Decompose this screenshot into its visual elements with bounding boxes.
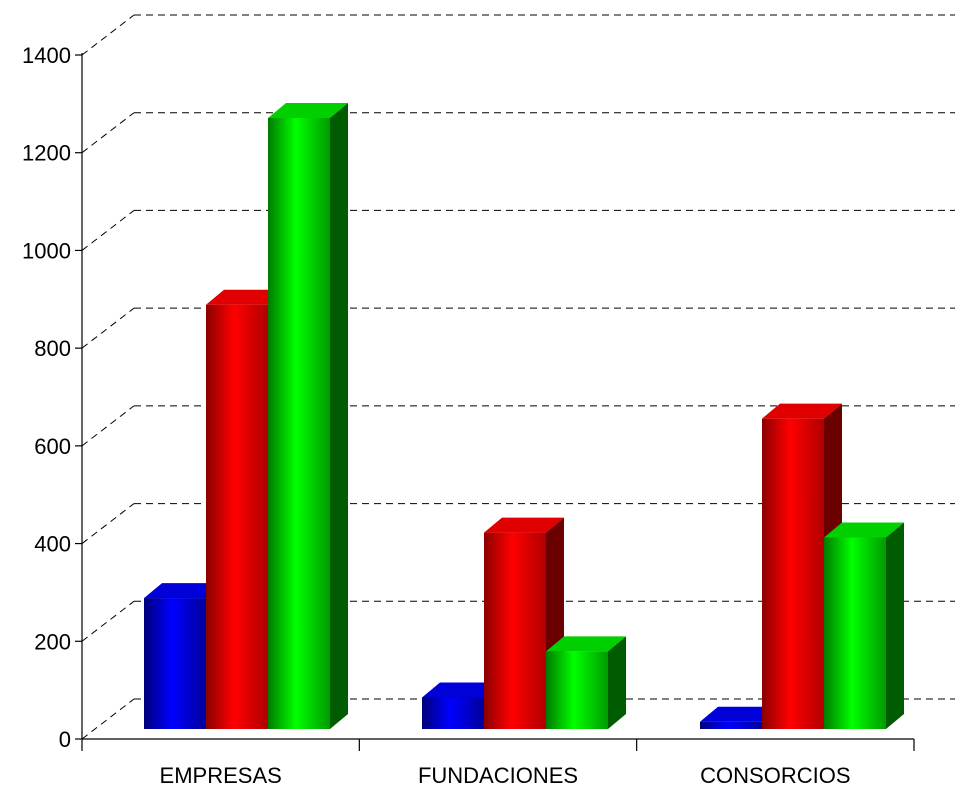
x-category-label: EMPRESAS [160, 763, 282, 787]
gridline-diagonal [81, 698, 135, 740]
bar-side [886, 522, 904, 729]
y-tick-label: 1200 [22, 141, 71, 166]
gridline-diagonal [81, 405, 135, 447]
gridline-diagonal [81, 600, 135, 642]
bar [206, 304, 268, 729]
bar [546, 651, 608, 729]
y-tick-label: 600 [34, 434, 71, 459]
bar-top [546, 636, 626, 652]
gridline-diagonal [81, 14, 135, 56]
bar-top [700, 706, 780, 722]
bar-top [824, 522, 904, 538]
gridline-diagonal [81, 503, 135, 544]
bar [268, 118, 330, 729]
bar-top [762, 403, 842, 419]
bar-top [268, 103, 348, 118]
axes [75, 53, 915, 751]
y-tick-label: 1000 [22, 238, 71, 263]
x-category-label: CONSORCIOS [700, 763, 850, 787]
y-tick-label: 800 [34, 336, 71, 361]
gridline-diagonal [81, 210, 135, 251]
bar [484, 532, 546, 729]
bar [422, 697, 484, 729]
bar-side [608, 636, 626, 729]
y-tick-label: 400 [34, 532, 71, 557]
x-category-label: FUNDACIONES [418, 763, 578, 787]
gridline-diagonal [81, 112, 135, 154]
y-tick-label: 0 [59, 727, 71, 752]
bar [824, 537, 886, 729]
y-tick-label: 1400 [22, 43, 71, 68]
bar-side [330, 103, 348, 729]
bar [144, 598, 206, 729]
bar-top [484, 517, 564, 533]
bars [144, 103, 904, 729]
labels: 0 200 400 600 800 1000 1200 1400 EMPRESAS FUNDACI… [22, 43, 850, 787]
bar [762, 418, 824, 729]
bar-top [144, 583, 224, 599]
y-tick-label: 200 [34, 629, 71, 654]
gridline-diagonal [81, 307, 135, 349]
bar [700, 721, 762, 729]
bar-top [206, 289, 286, 305]
bar-top [422, 682, 502, 698]
